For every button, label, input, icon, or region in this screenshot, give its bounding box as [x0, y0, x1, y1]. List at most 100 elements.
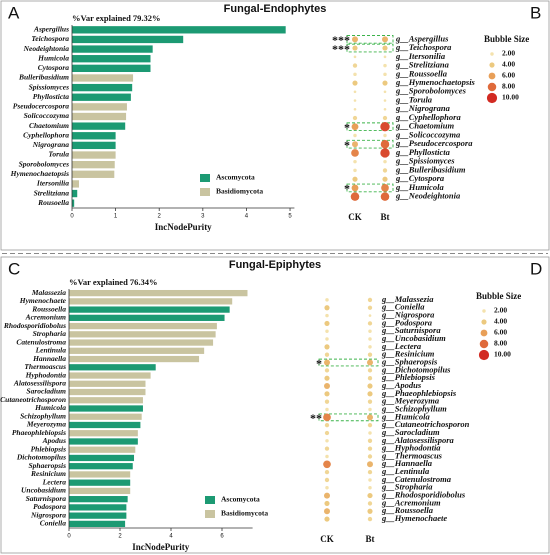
bubble — [380, 139, 390, 149]
bubble — [352, 141, 358, 148]
bar — [69, 405, 143, 412]
bubble — [325, 439, 329, 443]
bar — [69, 347, 205, 354]
bubble — [325, 486, 329, 490]
category-label: Apodus — [42, 436, 66, 445]
bubble — [324, 375, 330, 381]
size-legend-label: 10.00 — [502, 93, 519, 102]
genus-label: g__Stropharia — [381, 482, 433, 492]
bubble — [324, 500, 330, 507]
bubble — [352, 45, 358, 51]
bubble — [325, 313, 329, 318]
bubble — [382, 176, 388, 182]
genus-label: g__Spissiomyces — [395, 156, 455, 166]
category-label: Roussoella — [31, 304, 66, 313]
bubble — [353, 107, 357, 111]
bar — [72, 160, 115, 169]
bar — [69, 471, 131, 478]
bubble — [367, 399, 373, 404]
category-label: Spissiomyces — [29, 82, 69, 91]
bubble — [382, 45, 388, 51]
category-label: Coniella — [40, 519, 67, 528]
significance: * — [316, 356, 322, 370]
x-tick-label: 5 — [288, 214, 292, 220]
x-tick-label: 6 — [220, 534, 224, 540]
genus-label: g__Schizophyllum — [381, 403, 447, 413]
bubble — [353, 55, 357, 59]
column-label: Bt — [381, 212, 390, 222]
genus-label: g__Lentinula — [381, 466, 430, 476]
bubble — [353, 159, 357, 164]
category-label: Itersonilia — [36, 179, 69, 188]
bubble — [325, 298, 329, 302]
size-legend-bubble — [480, 329, 488, 337]
genus-label: g__Solicoccozyma — [395, 129, 461, 139]
category-label: Rousoella — [37, 198, 69, 207]
size-legend-label: 6.00 — [502, 71, 515, 80]
highlight-box — [318, 413, 379, 422]
bar — [69, 421, 141, 429]
category-label: Saturnispora — [26, 494, 67, 503]
bubble — [324, 516, 330, 522]
bubble — [325, 329, 329, 333]
genus-label: g__Cutaneotrichosporon — [381, 419, 470, 429]
category-label: Lectera — [42, 477, 67, 486]
bubble — [367, 446, 373, 451]
subtitle: %Var explained 76.34% — [69, 277, 158, 287]
bar — [69, 454, 135, 462]
bubble — [367, 508, 373, 514]
genus-label: g__Aspergillus — [395, 33, 449, 43]
bubble — [324, 492, 330, 499]
bar — [69, 487, 131, 495]
size-legend-bubble — [487, 82, 497, 92]
column-label: CK — [348, 212, 362, 222]
size-legend-bubble — [490, 52, 494, 56]
genus-label: g__Phlebiopsis — [381, 372, 436, 382]
bubble — [367, 321, 373, 326]
genus-label: g__Thermoascus — [381, 450, 443, 460]
bubble — [367, 383, 373, 389]
bubble — [368, 314, 372, 317]
bar — [72, 45, 153, 53]
bubble — [352, 36, 358, 43]
size-legend-bubble — [481, 319, 487, 325]
bar — [72, 180, 79, 188]
column-label: CK — [320, 534, 334, 544]
bubble — [324, 383, 330, 390]
bubble — [367, 359, 373, 366]
bubble — [351, 149, 359, 157]
bubble — [367, 469, 373, 475]
bubble — [325, 454, 329, 459]
category-label: Resinicium — [30, 469, 66, 478]
bar — [72, 64, 151, 73]
x-axis-label: IncNodePurity — [155, 222, 212, 232]
bubble — [324, 422, 330, 428]
highlight-box — [346, 183, 394, 193]
category-label: Phlebiopsis — [31, 444, 67, 453]
size-legend-title: Bubble Size — [476, 291, 521, 301]
top-frame — [0, 0, 550, 251]
bar — [72, 122, 126, 130]
bubble — [382, 168, 388, 173]
bar — [69, 298, 233, 305]
bar — [72, 26, 286, 34]
category-label: Chaetomium — [29, 121, 69, 130]
significance: *** — [332, 33, 350, 47]
size-legend-title: Bubble Size — [484, 34, 529, 44]
genus-label: g__Hannaella — [381, 458, 433, 468]
bar — [72, 199, 75, 207]
significance: *** — [332, 42, 350, 56]
bubble — [367, 516, 373, 522]
category-label: Malassezia — [31, 288, 66, 297]
bubble — [381, 184, 389, 192]
significance: ** — [310, 411, 322, 425]
genus-label: g__Catenulostroma — [381, 474, 452, 484]
category-label: Cyphellophora — [23, 130, 69, 139]
bar — [72, 55, 151, 63]
size-legend-label: 8.00 — [502, 82, 515, 91]
legend-swatch — [205, 510, 215, 518]
bar — [69, 397, 143, 404]
genus-label: g__Phyllosticta — [395, 147, 451, 157]
bar — [72, 74, 134, 82]
